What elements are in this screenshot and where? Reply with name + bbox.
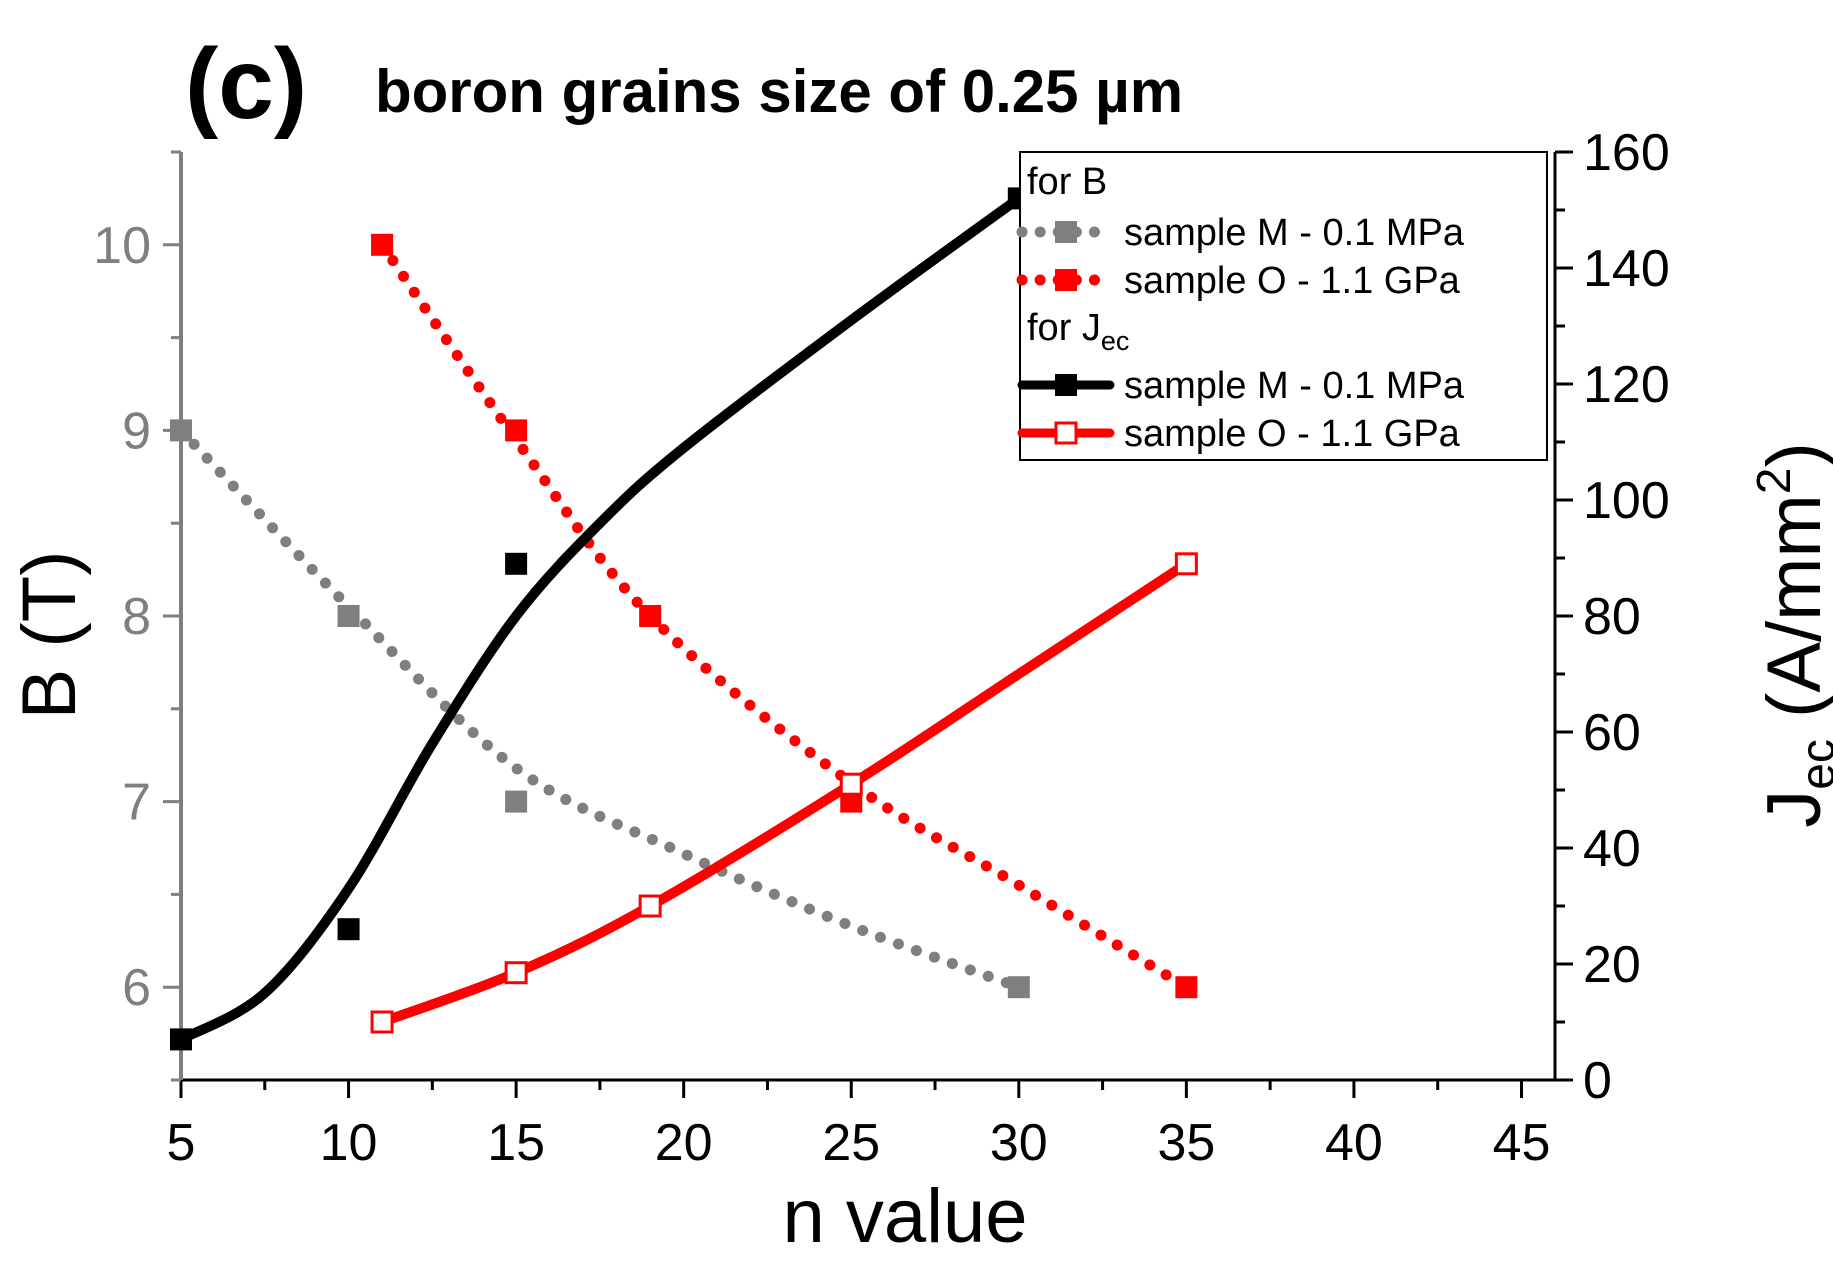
y-right-title-close: ) [1752,442,1833,467]
x-tick-label-20: 20 [655,1114,713,1172]
x-tick-label-40: 40 [1325,1114,1383,1172]
y-right-tick-label-100: 100 [1583,472,1670,530]
point-bM-1 [337,605,360,627]
legend-group-j: for Jec [1027,307,1129,356]
series-line-bO [376,239,1192,993]
axes-group: 5 10 15 20 25 30 35 40 4567891002040608010012014… [93,124,1670,1172]
legend-label-bM: sample M - 0.1 MPa [1124,212,1465,254]
y-left-tick-label-6: 6 [122,959,151,1017]
point-bO-4 [1175,976,1198,999]
y-right-title-sup: 2 [1748,468,1801,495]
legend-label-bO: sample O - 1.1 GPa [1124,260,1461,302]
y-right-title-main: J [1752,790,1833,828]
point-bM-2 [505,790,528,813]
x-tick-label-35: 35 [1157,1114,1215,1172]
point-bO-0 [371,233,394,256]
point-jO-4 [1174,552,1198,576]
legend-label-jM: sample M - 0.1 MPa [1124,365,1465,407]
x-tick-label-45: 45 [1493,1114,1551,1172]
x-tick-label-30: 30 [990,1114,1048,1172]
chart-title: boron grains size of 0.25 µm [375,58,1183,125]
y-left-tick-label-9: 9 [122,402,151,460]
legend-group-j-main: for J [1027,307,1101,349]
legend-group-b: for B [1027,161,1107,203]
point-bO-1 [505,419,528,442]
y-right-tick-label-20: 20 [1583,936,1641,994]
y-right-tick-label-140: 140 [1583,240,1670,298]
y-right-title-sub: ec [1792,739,1833,790]
point-bO-3 [840,790,863,813]
y-right-tick-label-40: 40 [1583,820,1641,878]
y-right-tick-label-80: 80 [1583,588,1641,646]
legend: for B sample M - 0.1 MPa sample O - 1.1 … [1016,151,1548,461]
y-axis-left-title: B (T) [7,551,92,720]
y-left-tick-label-10: 10 [93,217,151,275]
series-line-jM [176,193,1024,1045]
point-jM-1 [337,918,360,941]
y-left-tick-label-7: 7 [122,774,151,832]
legend-group-j-sub: ec [1101,326,1130,356]
point-jO-3 [839,772,863,796]
point-bM-3 [1007,976,1030,999]
point-jM-2 [505,552,528,575]
x-tick-label-10: 10 [320,1114,378,1172]
y-left-tick-label-8: 8 [122,588,151,646]
legend-marker-jO [1054,421,1078,445]
x-tick-label-25: 25 [822,1114,880,1172]
y-right-tick-label-160: 160 [1583,124,1670,182]
series-line-bM [175,424,1025,993]
y-right-tick-label-60: 60 [1583,704,1641,762]
y-right-tick-label-0: 0 [1583,1052,1612,1110]
legend-marker-bM [1055,221,1077,243]
y-right-tick-label-120: 120 [1583,356,1670,414]
legend-box [1019,151,1548,461]
x-axis-title: n value [782,1174,1027,1259]
point-jO-2 [638,894,662,918]
point-bO-2 [639,605,662,627]
point-jO-1 [504,961,528,985]
series-group [170,187,1198,1051]
panel-label: (c) [185,28,307,140]
point-bM-0 [170,419,192,442]
point-jM-0 [170,1028,192,1051]
legend-marker-jM [1055,374,1077,396]
x-tick-label-5: 5 [167,1114,196,1172]
legend-marker-bO [1055,269,1077,291]
y-axis-right-title: Jec (A/mm2) [1748,442,1833,828]
legend-label-jO: sample O - 1.1 GPa [1124,413,1461,455]
point-jO-0 [370,1010,394,1034]
y-right-title-unit: (A/mm [1752,494,1833,739]
x-tick-label-15: 15 [487,1114,545,1172]
